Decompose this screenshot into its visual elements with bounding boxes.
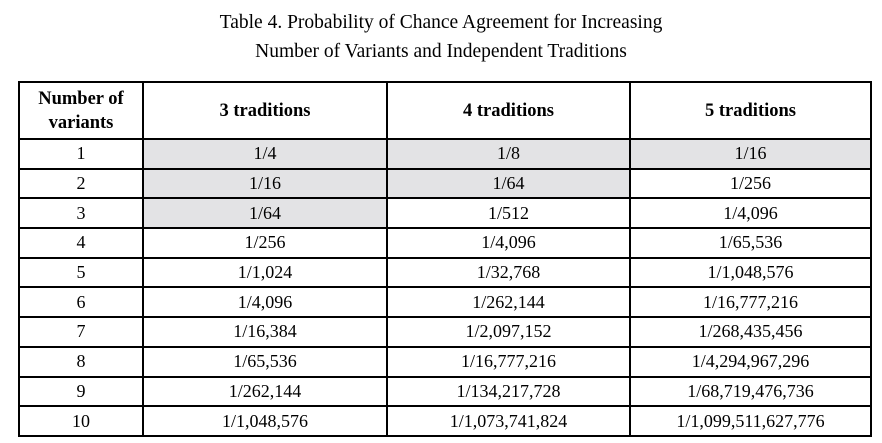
- table-row: 7 1/16,384 1/2,097,152 1/268,435,456: [18, 316, 872, 348]
- probability-cell: 1/8: [386, 138, 631, 170]
- table-caption-line-2: Number of Variants and Independent Tradi…: [255, 41, 627, 62]
- table-caption-line-1: Table 4. Probability of Chance Agreement…: [219, 12, 663, 33]
- header-number-of-variants: Number of variants: [18, 81, 144, 140]
- probability-cell: 1/65,536: [629, 227, 872, 259]
- probability-cell: 1/32,768: [386, 256, 631, 289]
- probability-cell: 1/16,777,216: [629, 286, 872, 319]
- table-row: 5 1/1,024 1/32,768 1/1,048,576: [18, 256, 872, 289]
- probability-cell: 1/1,024: [142, 256, 388, 289]
- variant-count-cell: 1: [18, 138, 144, 170]
- header-row: Number of variants 3 traditions 4 tradit…: [18, 81, 872, 140]
- table-row: 8 1/65,536 1/16,777,216 1/4,294,967,296: [18, 345, 872, 378]
- probability-cell: 1/68,719,476,736: [629, 375, 872, 408]
- variant-count-cell: 2: [18, 167, 144, 200]
- probability-cell: 1/256: [629, 167, 872, 200]
- probability-cell: 1/268,435,456: [629, 316, 872, 348]
- probability-cell: 1/64: [142, 197, 388, 230]
- variant-count-cell: 9: [18, 375, 144, 408]
- table-caption: Table 4. Probability of Chance Agreement…: [0, 8, 882, 66]
- probability-cell: 1/4,096: [629, 197, 872, 230]
- probability-cell: 1/134,217,728: [386, 375, 631, 408]
- variant-count-cell: 8: [18, 345, 144, 378]
- variant-count-cell: 4: [18, 227, 144, 259]
- probability-cell: 1/16: [142, 167, 388, 200]
- probability-cell: 1/4,096: [142, 286, 388, 319]
- probability-cell: 1/262,144: [142, 375, 388, 408]
- probability-cell: 1/4,096: [386, 227, 631, 259]
- table-row: 1 1/4 1/8 1/16: [18, 138, 872, 170]
- probability-cell: 1/16,777,216: [386, 345, 631, 378]
- probability-cell: 1/512: [386, 197, 631, 230]
- variant-count-cell: 7: [18, 316, 144, 348]
- probability-cell: 1/1,073,741,824: [386, 405, 631, 437]
- probability-cell: 1/1,099,511,627,776: [629, 405, 872, 437]
- table-row: 4 1/256 1/4,096 1/65,536: [18, 227, 872, 259]
- probability-cell: 1/1,048,576: [142, 405, 388, 437]
- probability-cell: 1/4: [142, 138, 388, 170]
- table-header: Number of variants 3 traditions 4 tradit…: [18, 81, 872, 140]
- variant-count-cell: 5: [18, 256, 144, 289]
- table-row: 9 1/262,144 1/134,217,728 1/68,719,476,736: [18, 375, 872, 408]
- table-body: 1 1/4 1/8 1/16 2 1/16 1/64 1/256 3 1/64 1/512 1/4,0…: [18, 138, 872, 437]
- variant-count-cell: 10: [18, 405, 144, 437]
- table-row: 6 1/4,096 1/262,144 1/16,777,216: [18, 286, 872, 319]
- variant-count-cell: 6: [18, 286, 144, 319]
- table-row: 10 1/1,048,576 1/1,073,741,824 1/1,099,511,…: [18, 405, 872, 437]
- probability-cell: 1/4,294,967,296: [629, 345, 872, 378]
- header-5-traditions: 5 traditions: [629, 81, 872, 140]
- header-3-traditions: 3 traditions: [142, 81, 388, 140]
- probability-table: Number of variants 3 traditions 4 tradit…: [18, 81, 872, 437]
- probability-cell: 1/16: [629, 138, 872, 170]
- probability-cell: 1/65,536: [142, 345, 388, 378]
- probability-cell: 1/64: [386, 167, 631, 200]
- probability-cell: 1/262,144: [386, 286, 631, 319]
- table-row: 3 1/64 1/512 1/4,096: [18, 197, 872, 230]
- table-row: 2 1/16 1/64 1/256: [18, 167, 872, 200]
- probability-cell: 1/1,048,576: [629, 256, 872, 289]
- probability-cell: 1/256: [142, 227, 388, 259]
- probability-cell: 1/16,384: [142, 316, 388, 348]
- probability-cell: 1/2,097,152: [386, 316, 631, 348]
- variant-count-cell: 3: [18, 197, 144, 230]
- header-4-traditions: 4 traditions: [386, 81, 631, 140]
